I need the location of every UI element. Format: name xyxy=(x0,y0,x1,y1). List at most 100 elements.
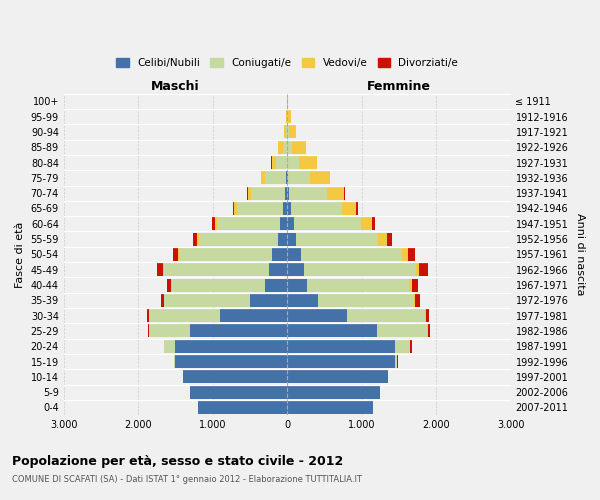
Bar xyxy=(408,248,415,261)
Bar xyxy=(287,324,377,338)
Bar xyxy=(212,218,215,230)
Text: Femmine: Femmine xyxy=(367,80,431,93)
Bar xyxy=(190,386,287,398)
Bar xyxy=(387,232,392,245)
Bar xyxy=(247,186,248,200)
Bar xyxy=(307,278,409,291)
Bar xyxy=(410,340,412,353)
Bar xyxy=(171,278,172,291)
Bar xyxy=(426,309,430,322)
Bar xyxy=(287,401,373,414)
Bar xyxy=(347,309,425,322)
Bar xyxy=(288,110,291,123)
Bar xyxy=(285,186,287,200)
Bar xyxy=(356,202,358,215)
Bar xyxy=(287,309,347,322)
Bar xyxy=(251,186,285,200)
Bar xyxy=(164,263,269,276)
Bar xyxy=(278,141,283,154)
Bar xyxy=(261,172,265,184)
Bar xyxy=(164,340,175,353)
Bar xyxy=(395,355,397,368)
Bar xyxy=(174,355,175,368)
Bar xyxy=(237,202,283,215)
Bar xyxy=(287,126,289,138)
Text: Maschi: Maschi xyxy=(151,80,200,93)
Bar xyxy=(291,202,341,215)
Bar xyxy=(178,248,179,261)
Bar xyxy=(183,370,287,384)
Bar xyxy=(287,156,299,169)
Bar xyxy=(415,294,420,307)
Bar xyxy=(293,218,361,230)
Bar xyxy=(427,324,428,338)
Bar xyxy=(164,294,250,307)
Bar xyxy=(179,248,272,261)
Bar xyxy=(287,141,292,154)
Bar xyxy=(412,278,418,291)
Bar xyxy=(287,172,288,184)
Bar xyxy=(277,156,287,169)
Bar xyxy=(287,278,307,291)
Bar xyxy=(233,202,235,215)
Bar xyxy=(287,248,301,261)
Bar xyxy=(409,278,412,291)
Text: COMUNE DI SCAFATI (SA) - Dati ISTAT 1° gennaio 2012 - Elaborazione TUTTITALIA.IT: COMUNE DI SCAFATI (SA) - Dati ISTAT 1° g… xyxy=(12,475,362,484)
Bar xyxy=(197,232,199,245)
Bar xyxy=(395,340,410,353)
Bar xyxy=(425,309,426,322)
Bar xyxy=(265,172,286,184)
Y-axis label: Anni di nascita: Anni di nascita xyxy=(575,213,585,296)
Bar xyxy=(193,232,197,245)
Bar xyxy=(215,218,217,230)
Bar xyxy=(149,324,190,338)
Bar xyxy=(235,202,237,215)
Bar xyxy=(190,324,287,338)
Bar xyxy=(319,294,414,307)
Bar xyxy=(272,156,277,169)
Bar xyxy=(280,218,287,230)
Bar xyxy=(148,324,149,338)
Bar xyxy=(304,263,416,276)
Bar xyxy=(428,324,430,338)
Bar xyxy=(289,126,296,138)
Bar xyxy=(149,309,220,322)
Y-axis label: Fasce di età: Fasce di età xyxy=(15,221,25,288)
Bar xyxy=(157,263,163,276)
Bar xyxy=(287,294,319,307)
Bar xyxy=(250,294,287,307)
Bar xyxy=(287,218,293,230)
Bar xyxy=(287,186,289,200)
Bar xyxy=(175,340,287,353)
Bar xyxy=(378,232,387,245)
Bar xyxy=(326,186,344,200)
Bar xyxy=(296,232,378,245)
Bar xyxy=(286,126,287,138)
Bar xyxy=(377,324,427,338)
Bar xyxy=(416,263,419,276)
Bar xyxy=(269,263,287,276)
Bar xyxy=(172,278,265,291)
Bar xyxy=(283,141,287,154)
Bar xyxy=(292,141,305,154)
Bar xyxy=(286,172,287,184)
Legend: Celibi/Nubili, Coniugati/e, Vedovi/e, Divorziati/e: Celibi/Nubili, Coniugati/e, Vedovi/e, Di… xyxy=(112,54,463,72)
Bar xyxy=(287,355,395,368)
Bar xyxy=(414,294,415,307)
Text: Popolazione per età, sesso e stato civile - 2012: Popolazione per età, sesso e stato civil… xyxy=(12,455,343,468)
Bar xyxy=(289,186,326,200)
Bar xyxy=(341,202,356,215)
Bar xyxy=(287,232,296,245)
Bar xyxy=(175,355,287,368)
Bar xyxy=(198,401,287,414)
Bar xyxy=(287,340,395,353)
Bar xyxy=(278,232,287,245)
Bar xyxy=(272,248,287,261)
Bar xyxy=(284,126,286,138)
Bar xyxy=(265,278,287,291)
Bar xyxy=(248,186,251,200)
Bar xyxy=(287,386,380,398)
Bar xyxy=(301,248,402,261)
Bar xyxy=(287,370,388,384)
Bar xyxy=(167,278,171,291)
